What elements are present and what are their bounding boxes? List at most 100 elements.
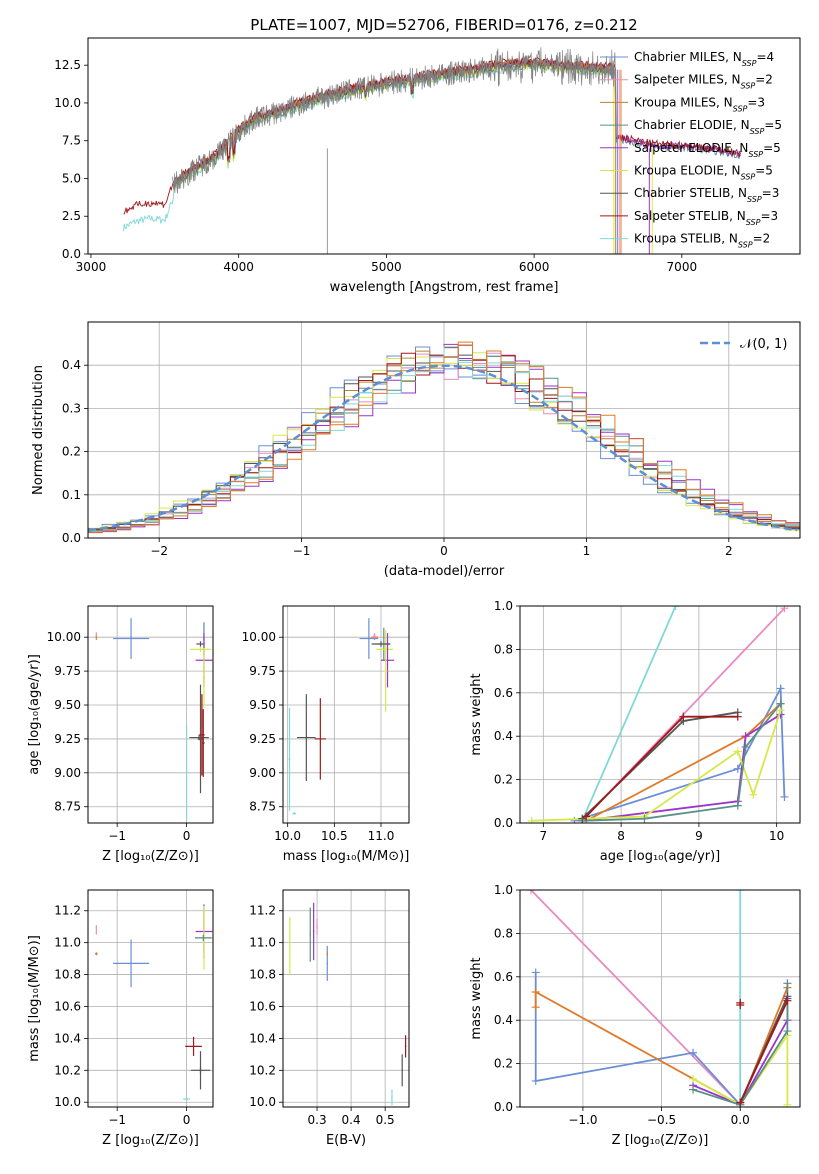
weight_vs_age-plot-area <box>527 606 789 823</box>
weight_vs_Z-ytick-label: 0.0 <box>494 1100 513 1114</box>
age_vs_mass-frame <box>282 605 410 824</box>
age_vs_Z-ytick-label: 10.00 <box>47 630 81 644</box>
weight_vs_age-series-line <box>581 606 677 822</box>
mass_vs_ebv-plot-area <box>289 902 407 1106</box>
weight_vs_Z-series-marker <box>531 968 540 977</box>
residuals-ytick-label: 0.4 <box>62 358 81 372</box>
age_vs_mass-xtick-label: 11.0 <box>368 829 395 843</box>
mass_vs_ebv-axes: 0.3 0.4 0.5 10.0 10.2 10.4 10.6 10.8 11.0 11.2 E(B… <box>249 889 410 1148</box>
legend-label: Chabrier STELIB, NSSP=3 <box>634 186 779 204</box>
residuals-plot-area <box>88 341 800 534</box>
age_vs_Z-ytick-label: 9.50 <box>54 698 81 712</box>
age_vs_Z-frame <box>87 605 214 824</box>
spectrum-ytick-label: 0.0 <box>62 247 81 261</box>
age_vs_mass-axes: 10.0 10.5 11.0 8.75 9.00 9.25 9.50 9.75 10.00 mas… <box>242 605 410 864</box>
mass_vs_Z-axes: −1 0 10.0 10.2 10.4 10.6 10.8 11.0 11.2 Z [log₁₀(… <box>27 889 214 1148</box>
weight_vs_age-series-marker <box>741 732 750 741</box>
weight_vs_Z-ytick-label: 0.8 <box>494 926 513 940</box>
spectrum-legend: Chabrier MILES, NSSP=4 Salpeter MILES, NS… <box>600 50 782 249</box>
age_vs_Z-ytick-label: 9.00 <box>54 766 81 780</box>
age_vs_mass-xtick-label: 10.5 <box>321 829 348 843</box>
weight_vs_age-xtick-label: 10 <box>769 829 784 843</box>
weight_vs_age-ytick-label: 0.4 <box>494 729 513 743</box>
legend-label: Chabrier ELODIE, NSSP=5 <box>634 118 782 136</box>
weight_vs_Z-ytick-label: 1.0 <box>494 883 513 897</box>
spectrum-ytick-label: 5.0 <box>62 171 81 185</box>
weight_vs_Z-plot-area <box>527 890 792 1107</box>
weight_vs_age-series-marker <box>640 814 649 823</box>
weight_vs_age-series-marker <box>733 712 742 721</box>
weight_vs_age-series-marker <box>776 684 785 693</box>
mass_vs_Z-ytick-label: 10.2 <box>54 1063 81 1077</box>
residuals-xtick-label: 1 <box>583 544 591 558</box>
age_vs_mass-xlabel: mass [log₁₀(M/M⊙)] <box>283 849 410 864</box>
legend-label: Kroupa ELODIE, NSSP=5 <box>634 164 773 182</box>
weight_vs_Z-series-marker <box>783 979 792 988</box>
weight_vs_age-series-marker <box>741 743 750 752</box>
weight_vs_Z-xlabel: Z [log₁₀(Z/Z⊙)] <box>612 1133 709 1148</box>
spectrum-ytick-label: 7.5 <box>62 134 81 148</box>
weight_vs_Z-ytick-label: 0.6 <box>494 970 513 984</box>
residuals-hist-orange <box>88 341 800 533</box>
spectrum-xtick-label: 5000 <box>371 260 402 274</box>
weight_vs_Z-series-marker <box>783 1027 792 1036</box>
mass_vs_Z-ytick-label: 10.8 <box>54 968 81 982</box>
mass_vs_ebv-frame <box>282 889 410 1108</box>
age_vs_Z-xtick-label: −1 <box>108 829 126 843</box>
weight_vs_Z-ylabel: mass weight <box>469 957 484 1039</box>
weight_vs_age-series-marker <box>733 764 742 773</box>
weight_vs_Z-xtick-label: −1.0 <box>568 1113 597 1127</box>
weight_vs_age-series-marker <box>749 790 758 799</box>
weight_vs_age-series-marker <box>582 812 591 821</box>
weight_vs_age-ytick-label: 0.2 <box>494 773 513 787</box>
chart-title: PLATE=1007, MJD=52706, FIBERID=0176, z=0… <box>250 16 637 34</box>
legend-label: Kroupa STELIB, NSSP=2 <box>634 232 770 250</box>
residuals-legend-label: 𝒩(0, 1) <box>740 337 787 352</box>
spectrum-observed <box>171 47 616 194</box>
mass_vs_ebv-ytick-label: 10.4 <box>249 1031 276 1045</box>
weight_vs_age-ytick-label: 0.6 <box>494 686 513 700</box>
weight_vs_age-series-marker <box>570 816 579 823</box>
age_vs_Z-ylabel: age [log₁₀(age/yr)] <box>27 654 42 775</box>
weight_vs_Z-series-marker <box>783 1100 792 1107</box>
spectrum-ytick-label: 2.5 <box>62 209 81 223</box>
weight_vs_age-series-marker <box>780 792 789 801</box>
residuals-hist-kroupa_stelib <box>88 346 800 532</box>
weight_vs_Z-series-line <box>692 983 789 1106</box>
mass_vs_ebv-ytick-label: 11.2 <box>249 904 276 918</box>
weight_vs_Z-series-marker <box>531 1003 540 1012</box>
weight_vs_Z-series-marker <box>531 1076 540 1085</box>
age_vs_mass-ytick-label: 9.50 <box>249 698 276 712</box>
residuals-xtick-label: 2 <box>725 544 733 558</box>
mass_vs_ebv-ytick-label: 11.0 <box>249 936 276 950</box>
weight_vs_Z-series-line <box>530 890 741 1106</box>
age_vs_mass-ytick-label: 9.75 <box>249 664 276 678</box>
weight_vs_Z-xtick-label: −0.5 <box>647 1113 676 1127</box>
weight_vs_Z-series-line <box>534 972 741 1106</box>
spectrum-xlabel: wavelength [Angstrom, rest frame] <box>330 280 559 295</box>
mass_vs_ebv-xtick-label: 0.5 <box>376 1113 395 1127</box>
weight_vs_Z-series-marker <box>783 996 792 1005</box>
mass_vs_ebv-ytick-label: 10.2 <box>249 1063 276 1077</box>
weight_vs_Z-series-line <box>534 987 789 1107</box>
age_vs_Z-ytick-label: 9.25 <box>54 732 81 746</box>
residuals-xtick-label: −2 <box>150 544 168 558</box>
mass_vs_Z-ytick-label: 10.0 <box>54 1095 81 1109</box>
weight_vs_Z-series-marker <box>527 890 536 894</box>
age_vs_Z-axes: −1 0 8.75 9.00 9.25 9.50 9.75 10.00 Z [log₁₀(Z/Z… <box>27 605 214 864</box>
weight_vs_age-xlabel: age [log₁₀(age/yr)] <box>600 849 721 864</box>
weight_vs_age-ytick-label: 1.0 <box>494 599 513 613</box>
residuals-ytick-label: 0.2 <box>62 445 81 459</box>
residuals-normal-curve <box>88 364 798 532</box>
residuals-frame <box>87 321 801 539</box>
spectrum-frame <box>87 37 801 255</box>
spectrum-plot-area <box>123 47 742 254</box>
age_vs_Z-xlabel: Z [log₁₀(Z/Z⊙)] <box>102 849 199 864</box>
weight_vs_Z-series-marker <box>736 998 745 1007</box>
residuals-ytick-label: 0.3 <box>62 401 81 415</box>
spectrum-ytick-label: 12.5 <box>54 58 81 72</box>
mass_vs_ebv-xtick-label: 0.4 <box>342 1113 361 1127</box>
spectrum-axes: 3000 4000 5000 6000 7000 0.0 2.5 5.0 7.5 10.0 12.5… <box>54 37 801 295</box>
weight_vs_age-axes: 7 8 9 10 0.0 0.2 0.4 0.6 0.8 1.0 age [log₁₀(age/yr… <box>469 599 801 864</box>
age_vs_mass-ytick-label: 8.75 <box>249 800 276 814</box>
